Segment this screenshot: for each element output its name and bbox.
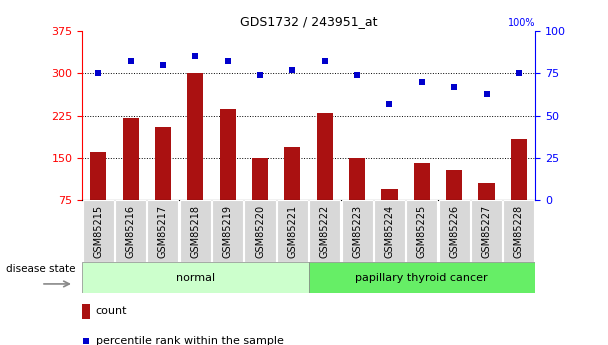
Point — [190, 54, 200, 59]
Bar — [115, 200, 146, 262]
Bar — [342, 200, 373, 262]
Text: GSM85226: GSM85226 — [449, 205, 459, 258]
Bar — [471, 200, 502, 262]
Bar — [308, 262, 535, 293]
Bar — [317, 113, 333, 200]
Point — [417, 79, 427, 85]
Title: GDS1732 / 243951_at: GDS1732 / 243951_at — [240, 16, 378, 29]
Text: GSM85219: GSM85219 — [223, 205, 233, 258]
Bar — [252, 158, 268, 200]
Point — [288, 67, 297, 73]
Bar — [309, 200, 340, 262]
Bar — [438, 200, 470, 262]
Point — [320, 59, 330, 64]
Text: GSM85218: GSM85218 — [190, 205, 200, 258]
Bar — [219, 109, 236, 200]
Bar — [123, 118, 139, 200]
Text: percentile rank within the sample: percentile rank within the sample — [95, 336, 283, 345]
Bar — [180, 200, 211, 262]
Text: 100%: 100% — [508, 18, 535, 28]
Point — [352, 72, 362, 78]
Bar — [478, 183, 494, 200]
Text: GSM85224: GSM85224 — [384, 205, 395, 258]
Bar — [446, 170, 462, 200]
Text: GSM85223: GSM85223 — [352, 205, 362, 258]
Text: GSM85221: GSM85221 — [288, 205, 297, 258]
Text: papillary thyroid cancer: papillary thyroid cancer — [356, 273, 488, 283]
Bar — [381, 189, 398, 200]
Bar — [413, 164, 430, 200]
Bar — [90, 152, 106, 200]
Bar — [187, 73, 204, 200]
Text: GSM85225: GSM85225 — [417, 205, 427, 258]
Bar — [155, 127, 171, 200]
Point — [385, 101, 395, 107]
Bar — [511, 139, 527, 200]
Text: GSM85217: GSM85217 — [158, 205, 168, 258]
Point — [126, 59, 136, 64]
Bar — [82, 262, 308, 293]
Point — [482, 91, 491, 96]
Text: GSM85227: GSM85227 — [482, 205, 491, 258]
Point — [255, 72, 265, 78]
Point — [223, 59, 232, 64]
Text: normal: normal — [176, 273, 215, 283]
Bar — [244, 200, 275, 262]
Text: GSM85216: GSM85216 — [126, 205, 136, 258]
Point — [514, 71, 523, 76]
Bar — [83, 200, 114, 262]
Bar — [285, 147, 300, 200]
Text: disease state: disease state — [6, 264, 75, 274]
Bar — [406, 200, 437, 262]
Point — [158, 62, 168, 68]
Bar — [374, 200, 405, 262]
Bar — [82, 304, 90, 319]
Text: GSM85228: GSM85228 — [514, 205, 524, 258]
Point — [449, 84, 459, 90]
Point — [94, 71, 103, 76]
Bar — [277, 200, 308, 262]
Text: GSM85215: GSM85215 — [93, 205, 103, 258]
Bar — [212, 200, 243, 262]
Text: count: count — [95, 306, 127, 316]
Text: GSM85222: GSM85222 — [320, 205, 330, 258]
Point — [81, 338, 91, 343]
Bar — [503, 200, 534, 262]
Text: GSM85220: GSM85220 — [255, 205, 265, 258]
Bar — [349, 158, 365, 200]
Bar — [147, 200, 179, 262]
